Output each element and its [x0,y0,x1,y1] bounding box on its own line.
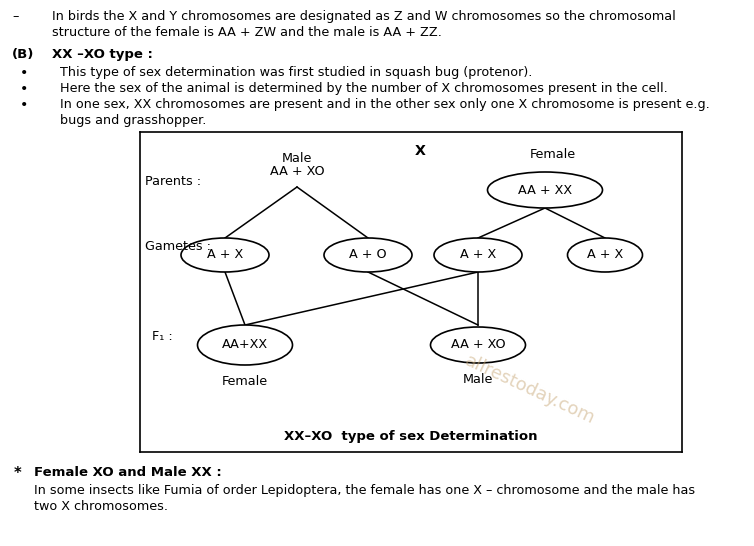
Text: AA + XO: AA + XO [270,165,324,178]
Text: •: • [20,82,29,96]
Text: (B): (B) [12,48,35,61]
Ellipse shape [198,325,293,365]
Ellipse shape [324,238,412,272]
Ellipse shape [488,172,602,208]
Text: Male: Male [282,152,312,165]
Text: *: * [14,466,22,481]
Text: –: – [12,10,18,23]
Text: AA + XX: AA + XX [518,183,572,197]
Text: Female: Female [222,375,268,388]
Text: two X chromosomes.: two X chromosomes. [34,500,168,513]
Text: A + O: A + O [349,248,387,262]
Text: Male: Male [463,373,493,386]
Text: Gametes :: Gametes : [145,240,211,253]
Text: A + X: A + X [460,248,496,262]
Text: •: • [20,98,29,112]
Text: X: X [415,144,425,158]
Text: This type of sex determination was first studied in squash bug (protenor).: This type of sex determination was first… [60,66,532,79]
Ellipse shape [434,238,522,272]
Text: bugs and grasshopper.: bugs and grasshopper. [60,114,207,127]
Text: allrestoday.com: allrestoday.com [462,352,598,428]
Text: •: • [20,66,29,80]
Text: In birds the X and Y chromosomes are designated as Z and W chromosomes so the ch: In birds the X and Y chromosomes are des… [52,10,676,23]
Text: F₁ :: F₁ : [152,330,173,343]
Ellipse shape [431,327,526,363]
Text: AA+XX: AA+XX [222,339,268,352]
Text: AA + XO: AA + XO [451,339,505,352]
Text: Parents :: Parents : [145,175,201,188]
Text: Here the sex of the animal is determined by the number of X chromosomes present : Here the sex of the animal is determined… [60,82,668,95]
Text: A + X: A + X [587,248,623,262]
Ellipse shape [568,238,642,272]
Text: structure of the female is AA + ZW and the male is AA + ZZ.: structure of the female is AA + ZW and t… [52,26,442,39]
Text: Female: Female [530,148,576,161]
Text: XX–XO  type of sex Determination: XX–XO type of sex Determination [284,430,538,443]
Ellipse shape [181,238,269,272]
Text: In one sex, XX chromosomes are present and in the other sex only one X chromosom: In one sex, XX chromosomes are present a… [60,98,710,111]
Text: A + X: A + X [207,248,243,262]
Text: Female XO and Male XX :: Female XO and Male XX : [34,466,222,479]
Text: XX –XO type :: XX –XO type : [52,48,153,61]
Text: In some insects like Fumia of order Lepidoptera, the female has one X – chromoso: In some insects like Fumia of order Lepi… [34,484,695,497]
